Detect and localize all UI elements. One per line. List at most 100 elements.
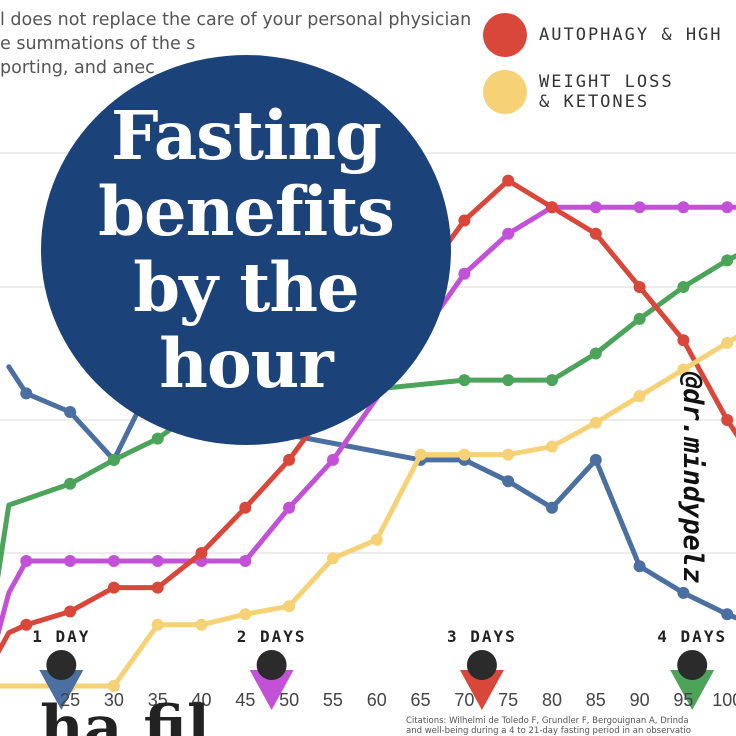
series-point [546, 501, 558, 514]
badge-title: Fasting benefits by the hour [98, 96, 395, 403]
series-point [151, 618, 164, 631]
day-dot [677, 650, 708, 680]
series-point [677, 334, 690, 347]
series-point [458, 267, 471, 280]
series-line [0, 253, 736, 579]
series-line [0, 334, 736, 689]
series-point [458, 214, 471, 227]
badge-title-line: Fasting [110, 96, 382, 175]
series-point [633, 390, 646, 403]
legend-item-autophagy: AUTOPHAGY & HGH [483, 13, 723, 57]
series-point [107, 581, 120, 594]
series-point [589, 347, 602, 360]
series-line [0, 204, 736, 636]
chart-day-markers: 1 DAY 2 DAYS 3 DAYS 4 DAYS [32, 627, 727, 710]
series-point [677, 201, 690, 214]
series-point [239, 608, 252, 621]
series-point [633, 560, 646, 573]
x-tick-label: 55 [323, 690, 343, 710]
series-point [151, 555, 164, 567]
series-point [502, 448, 515, 461]
day-label: 2 DAYS [237, 627, 307, 646]
title-badge: Fasting benefits by the hour [41, 55, 451, 445]
series-point [633, 312, 646, 325]
legend-swatch [483, 70, 527, 114]
x-tick-label: 95 [673, 690, 693, 710]
legend-swatch [483, 13, 527, 57]
day-triangle [39, 670, 84, 710]
legend-label: WEIGHT LOSS & KETONES [539, 72, 674, 112]
legend-label-line: WEIGHT LOSS [539, 72, 674, 92]
badge-title-line: hour [159, 324, 333, 403]
series-point [283, 501, 296, 514]
x-tick-label: 25 [60, 690, 80, 710]
series-point [64, 477, 77, 490]
series-point [677, 363, 690, 376]
series-point [589, 201, 602, 214]
x-tick-label: 35 [148, 690, 168, 710]
day-triangle [670, 670, 715, 710]
day-label: 4 DAYS [657, 627, 727, 646]
series-point [546, 201, 558, 214]
x-tick-label: 85 [586, 690, 606, 710]
x-tick-label: 30 [104, 690, 124, 710]
series-point [195, 618, 208, 631]
citation-line: and well-being during a 4 to 21-day fast… [406, 726, 691, 736]
disclaimer-line: porting, and anec [0, 58, 155, 78]
citation-text: Citations: Wilhelmi de Toledo F, Grundle… [406, 716, 736, 736]
series-point [677, 586, 690, 599]
x-tick-label: 75 [498, 690, 518, 710]
legend-item-weight-loss: WEIGHT LOSS & KETONES [483, 70, 674, 114]
series-point [370, 533, 383, 546]
series-point [64, 555, 77, 567]
series-point [327, 552, 339, 565]
day-label: 1 DAY [32, 627, 90, 646]
series-point [633, 201, 646, 214]
legend-label: AUTOPHAGY & HGH [539, 25, 723, 45]
series-point [107, 453, 120, 466]
series-point [20, 387, 33, 400]
series-point [546, 374, 558, 387]
series-point [721, 608, 734, 621]
x-tick-label: 100 [712, 690, 736, 710]
series-point [283, 600, 296, 613]
series-line [6, 364, 736, 621]
x-tick-label: 45 [235, 690, 255, 710]
series-point [633, 281, 646, 293]
disclaimer-line: l does not replace the care of your pers… [0, 10, 470, 30]
day-dot [256, 650, 287, 680]
series-point [502, 374, 515, 387]
chart-x-ticks: 25 30 35 40 45 50 55 60 65 70 75 80 85 90 95 100 [60, 690, 736, 710]
series-point [414, 448, 427, 461]
series-point [458, 374, 471, 387]
day-triangle [249, 670, 294, 710]
x-tick-label: 65 [411, 690, 431, 710]
series-point [721, 201, 734, 214]
bottom-heading-fragment: ha fil [40, 698, 210, 736]
x-tick-label: 70 [454, 690, 474, 710]
series-point [151, 581, 164, 594]
badge-title-line: benefits [98, 172, 395, 251]
citation-line: Citations: Wilhelmi de Toledo F, Grundle… [406, 716, 689, 726]
series-point [721, 254, 734, 267]
x-tick-label: 40 [192, 690, 212, 710]
x-tick-label: 80 [542, 690, 562, 710]
day-dot [466, 650, 497, 680]
series-point [20, 555, 33, 567]
series-point [502, 174, 515, 187]
series-point [677, 281, 690, 293]
series-point [721, 336, 734, 349]
x-tick-label: 50 [279, 690, 299, 710]
legend-label-line: & KETONES [539, 92, 650, 112]
series-point [239, 501, 252, 514]
series-point [107, 680, 120, 692]
series-point [327, 453, 339, 466]
chart-series [0, 174, 736, 692]
series-point [546, 440, 558, 453]
series-point [64, 605, 77, 618]
series-point [589, 453, 602, 466]
day-triangle [459, 670, 504, 710]
series-point [239, 555, 252, 567]
series-point [502, 227, 515, 240]
